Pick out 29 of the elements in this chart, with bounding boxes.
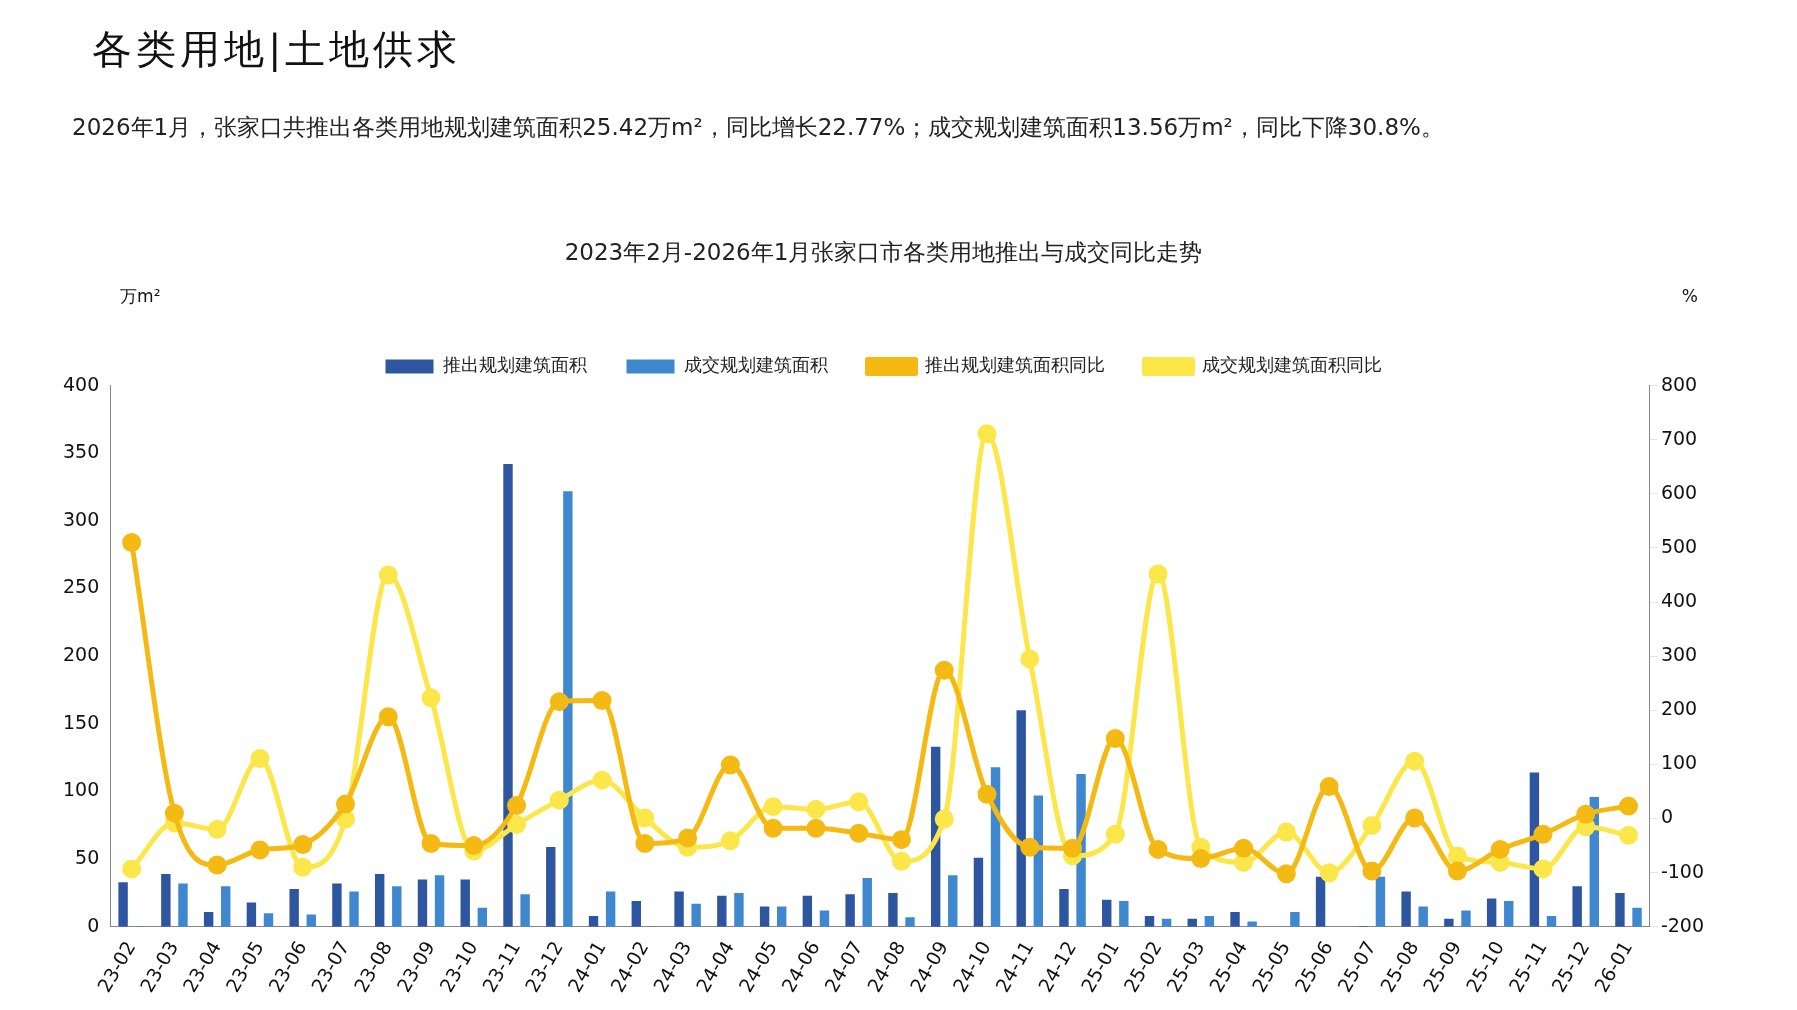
y-tick-label: 200 (63, 643, 100, 666)
legend-label: 推出规划建筑面积 (442, 354, 587, 376)
y2-tick-label: 400 (1660, 589, 1698, 612)
y-tick-label: 150 (63, 710, 100, 733)
y2-tick-label: 700 (1660, 426, 1698, 449)
y2-tick-label: 200 (1660, 697, 1698, 720)
y-tick-label: 100 (63, 778, 100, 801)
y2-tick-label: 500 (1660, 534, 1698, 557)
y-tick-label: 0 (87, 913, 100, 936)
y-tick-label: 400 (63, 372, 100, 395)
chart-title: 2023年2月-2026年1月张家口市各类用地推出与成交同比走势 (564, 238, 1203, 265)
y2-tick-label: 800 (1660, 372, 1698, 395)
y-tick-label: 50 (75, 846, 100, 869)
y2-tick-label: 100 (1660, 751, 1698, 774)
y-tick-label: 350 (63, 440, 100, 463)
y-tick-label: 300 (63, 507, 100, 530)
y2-tick-label: -100 (1660, 859, 1704, 882)
text: 2026年1月，张家口共推出各类用地规划建筑面积25.42万m²，同比增长22.77%；成交规划建筑面积13.56万m²，同比下降30.8%。 (72, 113, 1444, 142)
y2-tick-label: 600 (1660, 480, 1698, 503)
legend-label: 成交规划建筑面积 (683, 354, 828, 376)
text: 各类用地|土地供求 (92, 25, 462, 74)
y-tick-label: 250 (63, 575, 100, 598)
legend-label: 推出规划建筑面积同比 (924, 354, 1105, 376)
y-axis-title: 万m² (120, 286, 161, 307)
legend-label: 成交规划建筑面积同比 (1201, 354, 1382, 376)
y2-tick-label: -200 (1660, 913, 1704, 936)
y2-tick-label: 0 (1660, 805, 1673, 828)
y2-tick-label: 300 (1660, 643, 1698, 666)
y2-axis-title: % (1681, 286, 1698, 307)
